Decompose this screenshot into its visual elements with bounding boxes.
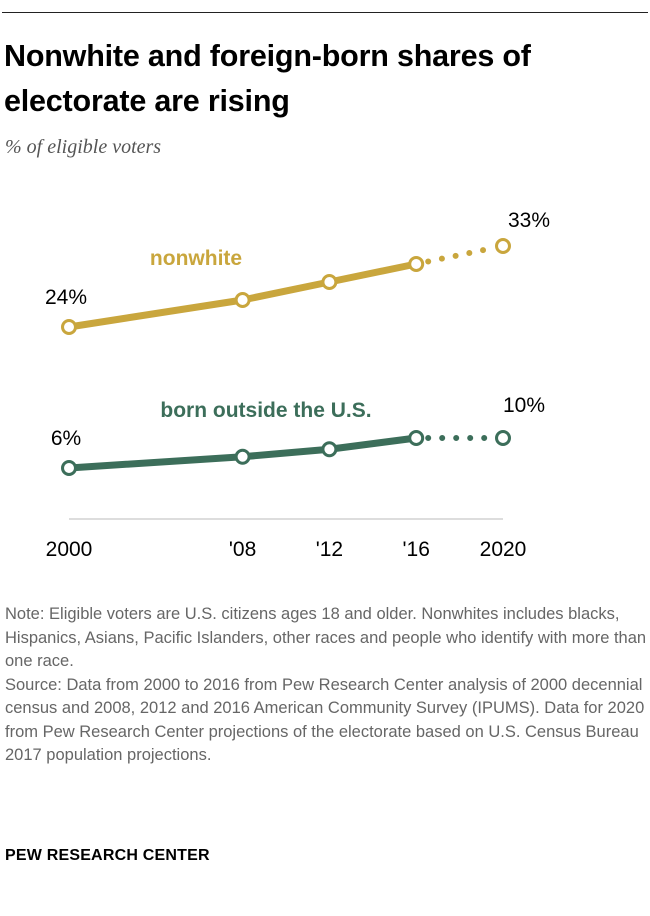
data-label-end: 33%	[508, 209, 550, 232]
x-tick-label: 2000	[46, 538, 93, 561]
series-label: nonwhite	[150, 247, 242, 270]
projection-line	[425, 245, 494, 265]
data-label-start: 24%	[45, 286, 87, 309]
x-tick-label: '08	[229, 538, 256, 561]
data-point	[321, 441, 338, 458]
data-point	[408, 430, 425, 446]
data-point	[495, 238, 511, 254]
data-label-start: 6%	[51, 427, 81, 450]
note-text: Note: Eligible voters are U.S. citizens …	[5, 605, 647, 670]
chart-subtitle: % of eligible voters	[5, 136, 162, 158]
series-label: born outside the U.S.	[160, 399, 371, 422]
data-label-end: 10%	[503, 394, 545, 417]
source-text: Source: Data from 2000 to 2016 from Pew …	[5, 675, 645, 765]
data-point	[61, 319, 77, 335]
series-line	[65, 260, 420, 331]
data-point	[321, 274, 338, 290]
data-point	[408, 256, 425, 272]
x-tick-label: '16	[403, 538, 430, 561]
chart-title: Nonwhite and foreign-born shares of elec…	[4, 39, 531, 118]
top-rule	[2, 12, 648, 13]
x-tick-label: 2020	[480, 538, 527, 561]
line-chart: 2000 '08 '12 '16 2020 nonwhite 24% 33% born outs…	[45, 209, 550, 561]
series-line	[65, 434, 420, 472]
data-point	[61, 460, 77, 476]
data-point	[234, 448, 251, 465]
data-point	[495, 430, 511, 446]
brand-footer: PEW RESEARCH CENTER	[5, 847, 210, 864]
x-tick-label: '12	[316, 538, 343, 561]
data-point	[234, 292, 251, 308]
notes-block: Note: Eligible voters are U.S. citizens …	[5, 603, 650, 768]
